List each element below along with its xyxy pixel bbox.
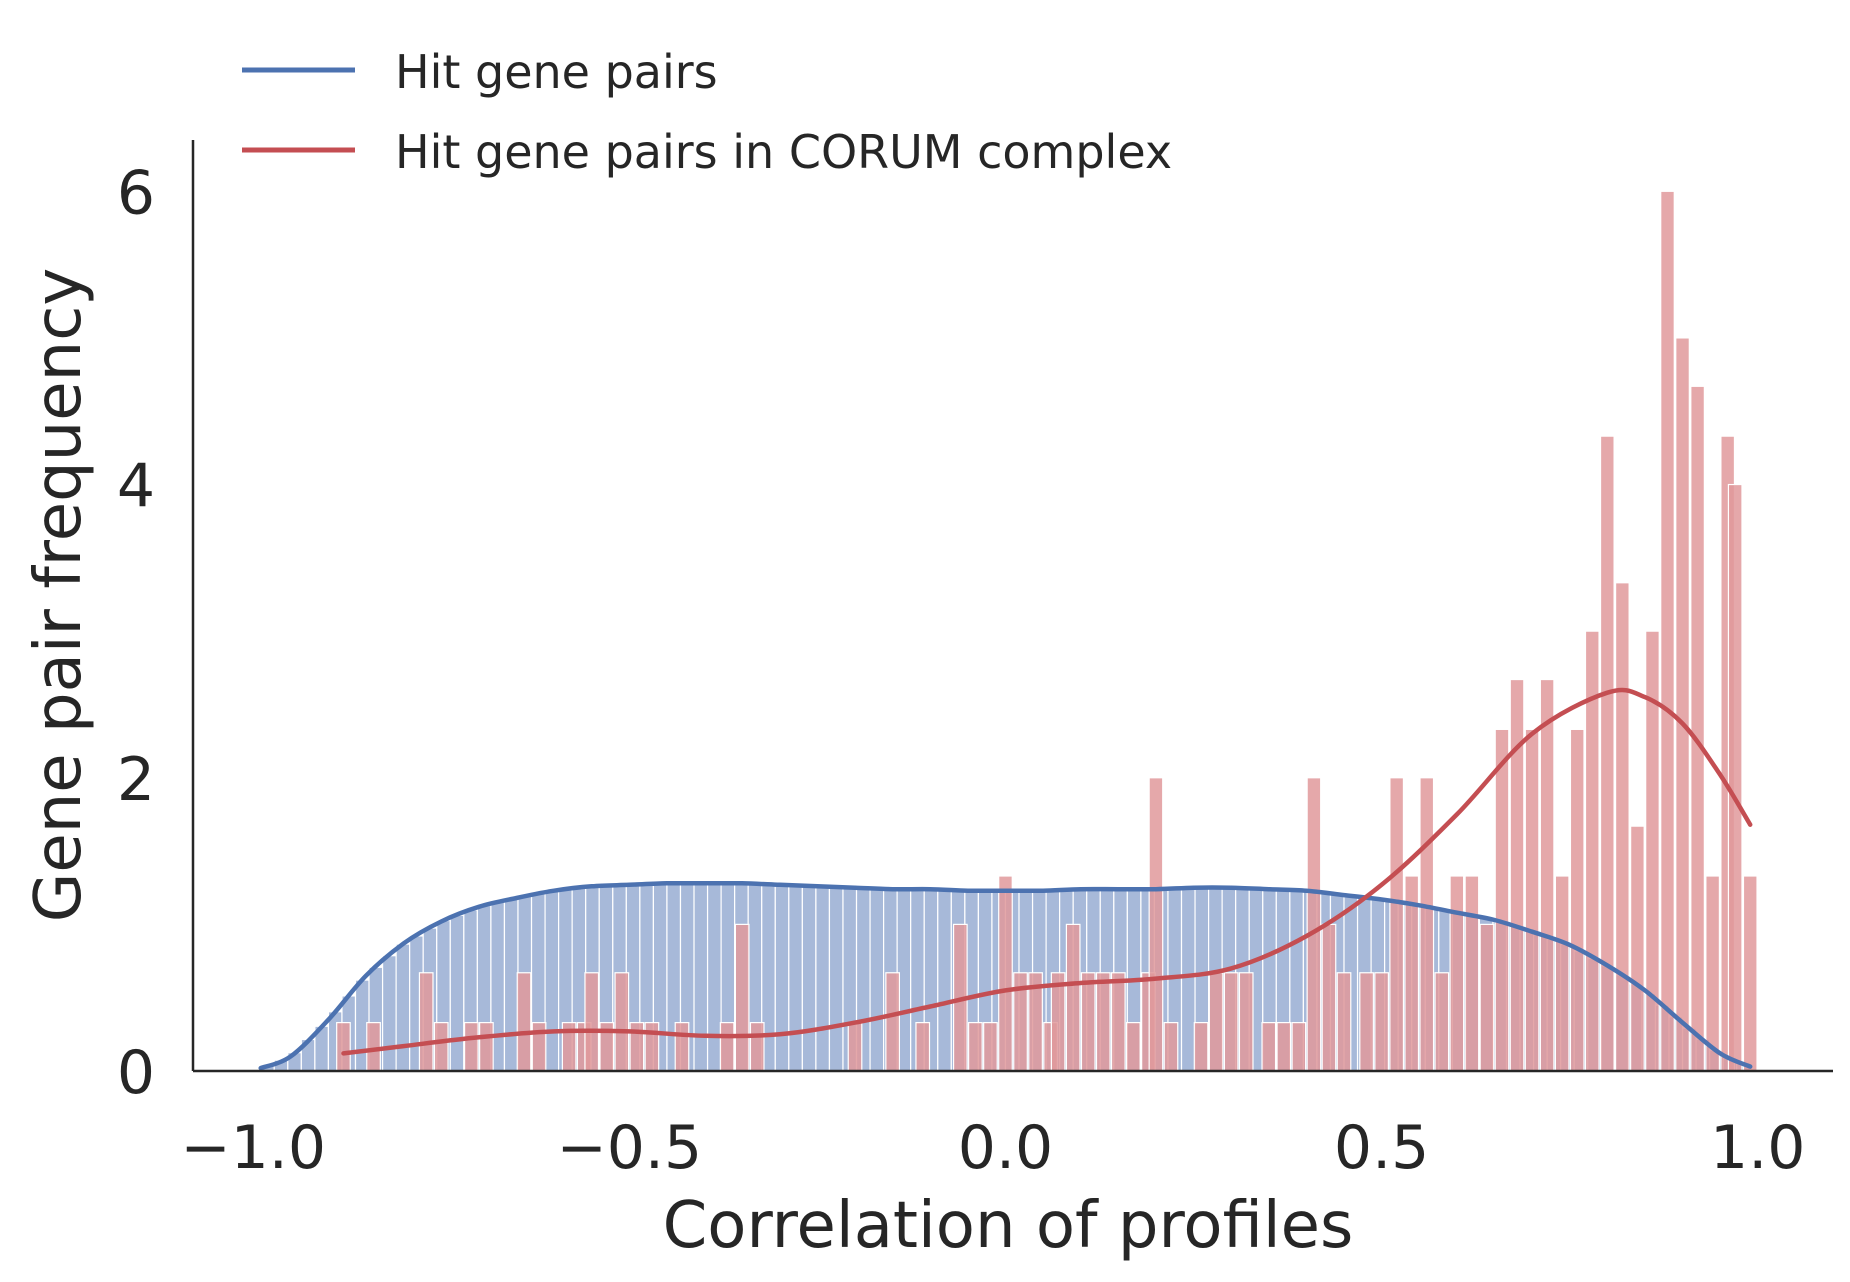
corum-bar: [1599, 435, 1615, 1072]
hit-bar: [381, 955, 397, 1072]
corum-bar: [1208, 972, 1224, 1072]
corum-bar: [1050, 972, 1066, 1072]
corum-bar: [463, 1022, 479, 1072]
hit-bar: [774, 884, 790, 1072]
corum-bar: [734, 923, 750, 1072]
corum-bar: [479, 1022, 494, 1072]
corum-bar: [1389, 777, 1405, 1072]
corum-bar: [674, 1022, 690, 1072]
corum-bar: [1539, 678, 1555, 1072]
corum-bar: [644, 1022, 660, 1072]
hit-bar: [788, 884, 803, 1072]
corum-bar: [1727, 483, 1743, 1072]
corum-bar: [1065, 923, 1081, 1072]
x-axis-ticks: −1.0 −0.5 0.0 0.5 1.0: [180, 1113, 1805, 1183]
y-tick-label: 4: [117, 452, 155, 522]
x-tick-label: 1.0: [1710, 1113, 1805, 1183]
hit-bar: [869, 887, 885, 1072]
legend-label-hit-gene-pairs: Hit gene pairs: [395, 45, 718, 99]
corum-bar: [885, 972, 901, 1072]
corum-bar: [1306, 777, 1322, 1072]
x-tick-label: 0.0: [958, 1113, 1053, 1183]
corum-bar: [1359, 972, 1374, 1072]
corum-bar: [1080, 972, 1096, 1072]
corum-bar: [1095, 972, 1111, 1072]
corum-bar: [1449, 875, 1465, 1072]
corum-bar: [719, 1022, 735, 1072]
corum-bar: [1524, 728, 1540, 1072]
corum-bar: [1193, 1022, 1209, 1072]
corum-bar: [1675, 337, 1690, 1072]
x-tick-label: −1.0: [180, 1113, 326, 1183]
corum-bar: [1479, 923, 1495, 1072]
hit-bar: [544, 890, 560, 1072]
corum-bar: [1261, 1022, 1277, 1072]
corum-bar: [1630, 825, 1645, 1072]
corum-bar: [1276, 1022, 1292, 1072]
hit-bar: [1180, 887, 1196, 1072]
y-tick-label: 6: [117, 158, 155, 228]
legend-label-corum: Hit gene pairs in CORUM complex: [395, 125, 1172, 179]
hit-bar: [706, 882, 722, 1072]
corum-gene-pairs-bars: [336, 190, 1758, 1072]
corum-bar: [915, 1022, 931, 1072]
hit-bar: [937, 889, 952, 1072]
y-tick-label: 2: [117, 745, 155, 815]
legend-item-corum: Hit gene pairs in CORUM complex: [242, 125, 1172, 179]
x-tick-label: −0.5: [556, 1113, 702, 1183]
corum-bar: [433, 1022, 449, 1072]
hit-bar: [828, 886, 844, 1072]
corum-bar: [1110, 972, 1126, 1072]
corum-bar: [1321, 923, 1337, 1072]
corum-bar: [847, 1022, 863, 1072]
corum-bar: [983, 1022, 998, 1072]
corum-bar: [1690, 385, 1705, 1072]
corum-bar: [614, 972, 630, 1072]
hit-bar: [801, 885, 817, 1072]
corum-bar: [516, 972, 532, 1072]
corum-bar: [1554, 875, 1570, 1072]
hit-bar: [503, 898, 519, 1072]
corum-bar: [1434, 972, 1450, 1072]
corum-bar: [1464, 875, 1480, 1072]
corum-bar: [1614, 582, 1630, 1072]
hit-bar: [449, 914, 465, 1072]
hit-gene-pairs-kde-line: [258, 880, 1753, 1071]
corum-gene-pairs-kde-line: [341, 687, 1753, 1056]
corum-bar: [1336, 972, 1352, 1072]
corum-bar: [749, 1022, 765, 1072]
x-axis-title: Correlation of profiles: [663, 1189, 1354, 1263]
corum-bar: [1419, 777, 1435, 1072]
x-tick-label: 0.5: [1334, 1113, 1429, 1183]
corum-bar: [1509, 678, 1525, 1072]
corum-bar: [1291, 1022, 1307, 1072]
corum-bar: [1742, 875, 1758, 1072]
corum-bar: [366, 1022, 381, 1072]
corum-bar: [1148, 777, 1164, 1072]
corum-bar: [1223, 972, 1239, 1072]
corum-bar: [1238, 972, 1254, 1072]
legend: Hit gene pairs Hit gene pairs in CORUM c…: [242, 45, 1172, 179]
hit-bar: [815, 885, 831, 1072]
corum-bar: [336, 1022, 351, 1072]
corum-bar: [1494, 728, 1510, 1072]
corum-bar: [998, 875, 1013, 1072]
corum-bar: [584, 972, 600, 1072]
corum-bar: [1374, 972, 1389, 1072]
corum-bar: [968, 1022, 983, 1072]
hit-bar: [693, 882, 709, 1072]
y-axis-ticks: 0 2 4 6: [117, 158, 155, 1108]
corum-bar: [1163, 1022, 1179, 1072]
y-tick-label: 0: [117, 1038, 155, 1108]
legend-item-hit-gene-pairs: Hit gene pairs: [242, 45, 718, 99]
corum-bar: [1125, 1022, 1141, 1072]
corum-bar: [1660, 190, 1675, 1072]
y-axis-title: Gene pair frequency: [22, 268, 96, 923]
corum-bar: [418, 972, 434, 1072]
corum-bar: [1569, 728, 1585, 1072]
hit-bar: [395, 943, 411, 1072]
